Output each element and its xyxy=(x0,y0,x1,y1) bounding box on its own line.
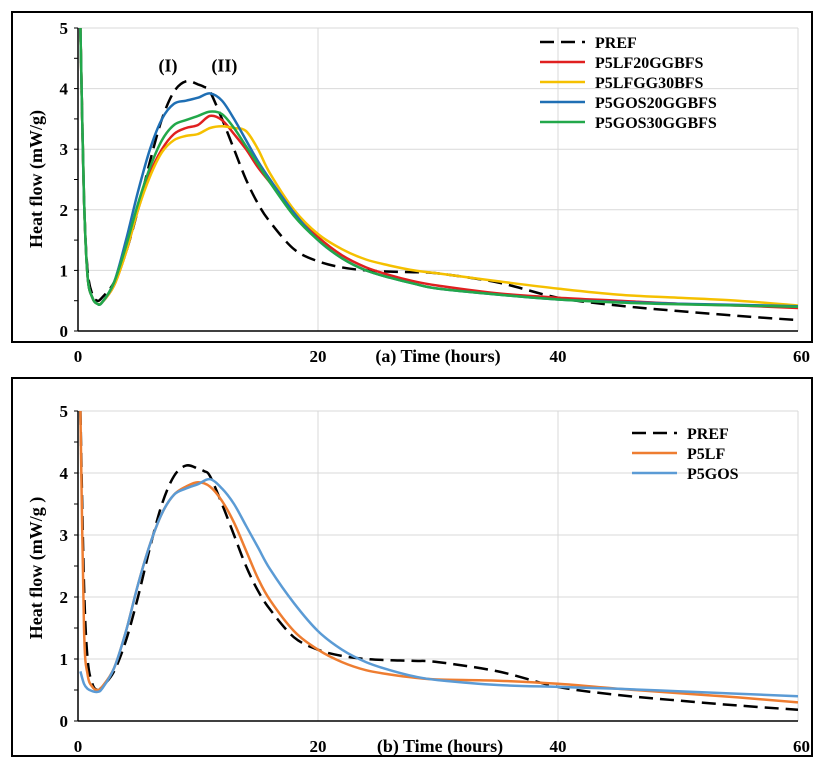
y-tick-label: 5 xyxy=(60,19,69,38)
y-tick-label: 4 xyxy=(60,464,69,483)
series-line-p5gos30ggbfs xyxy=(79,27,798,309)
legend-label-p5lf20ggbfs: P5LF20GGBFS xyxy=(595,55,704,72)
legend-label-pref: PREF xyxy=(687,426,729,443)
annotation-1: (II) xyxy=(211,56,237,77)
gridlines xyxy=(78,27,799,331)
legend-label-p5gos: P5GOS xyxy=(687,466,739,483)
x-tick-label: 60 xyxy=(793,347,810,366)
x-tick-label: 20 xyxy=(310,347,327,366)
series-line-p5gos xyxy=(79,477,798,698)
y-tick-label: 0 xyxy=(60,712,69,731)
y-axis-label: Heat flow (mW/g ) xyxy=(26,497,47,639)
y-tick-label: 4 xyxy=(60,80,69,99)
series-line-p5lf xyxy=(79,410,798,704)
legend-label-p5gos30ggbfs: P5GOS30GGBFS xyxy=(595,115,717,132)
x-tick-label: 0 xyxy=(74,737,83,756)
x-tick-label: 0 xyxy=(74,347,83,366)
chart-panel-a: 0 1 2 3 4 5 0 20 40 60 (a) Time (hours) Heat flow (… xyxy=(11,11,813,367)
y-tick-label: 2 xyxy=(60,201,69,220)
chart-panel-b: 0 1 2 3 4 5 0 20 40 60 (b) Time (hours) Heat flow (… xyxy=(11,377,813,757)
annotation-0: (I) xyxy=(159,56,178,77)
legend-label-p5gos20ggbfs: P5GOS20GGBFS xyxy=(595,95,717,112)
legend-label-p5lf: P5LF xyxy=(687,446,725,463)
legend-label-p5lfgg30bfs: P5LFGG30BFS xyxy=(595,75,704,92)
y-tick-label: 0 xyxy=(60,322,69,341)
y-axis-label: Heat flow (mW/g) xyxy=(26,110,47,248)
x-tick-label: 40 xyxy=(550,737,567,756)
chart-frame xyxy=(11,377,813,757)
series-line-pref xyxy=(79,410,798,712)
y-tick-label: 5 xyxy=(60,402,69,421)
y-tick-label: 3 xyxy=(60,140,69,159)
y-tick-label: 1 xyxy=(60,261,69,280)
y-tick-label: 2 xyxy=(60,588,69,607)
legend-label-pref: PREF xyxy=(595,35,637,52)
x-tick-label: 20 xyxy=(310,737,327,756)
y-tick-label: 1 xyxy=(60,650,69,669)
x-tick-label: 60 xyxy=(793,737,810,756)
x-tick-label: 40 xyxy=(550,347,567,366)
gridlines xyxy=(78,410,799,721)
x-axis-label: (b) Time (hours) xyxy=(377,736,503,757)
chart-frame xyxy=(11,11,813,343)
y-tick-label: 3 xyxy=(60,526,69,545)
x-axis-label: (a) Time (hours) xyxy=(375,346,500,367)
